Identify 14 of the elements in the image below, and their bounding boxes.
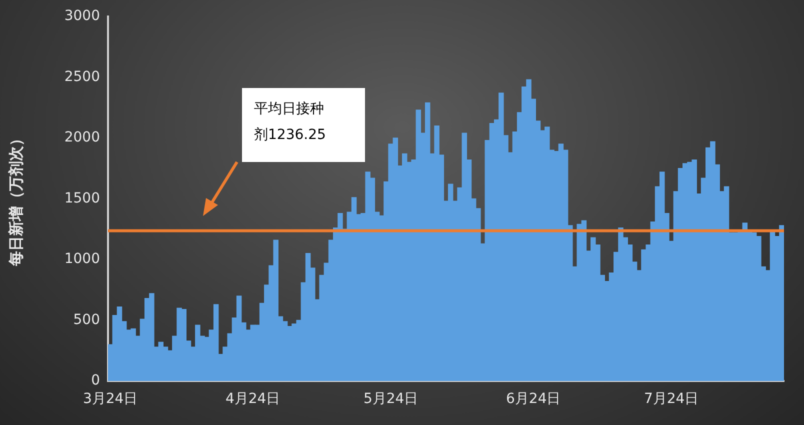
y-tick-label: 1500 [64, 190, 100, 206]
y-tick-label: 3000 [64, 8, 100, 24]
y-tick-label: 500 [73, 312, 100, 328]
y-tick-label: 2500 [64, 68, 100, 85]
x-tick-label: 3月24日 [82, 391, 138, 408]
y-tick-label: 2000 [64, 130, 100, 146]
x-tick-label: 6月24日 [506, 391, 561, 408]
x-tick-label: 7月24日 [644, 391, 699, 408]
y-axis-title: 每日新增（万剂次） [6, 131, 25, 268]
x-tick-label: 4月24日 [225, 391, 280, 408]
y-tick-label: 1000 [64, 251, 100, 268]
x-tick-label: 5月24日 [363, 391, 418, 408]
note-box: 平均日接种剂1236.25 [242, 88, 365, 162]
y-tick-label: 0 [91, 372, 100, 389]
